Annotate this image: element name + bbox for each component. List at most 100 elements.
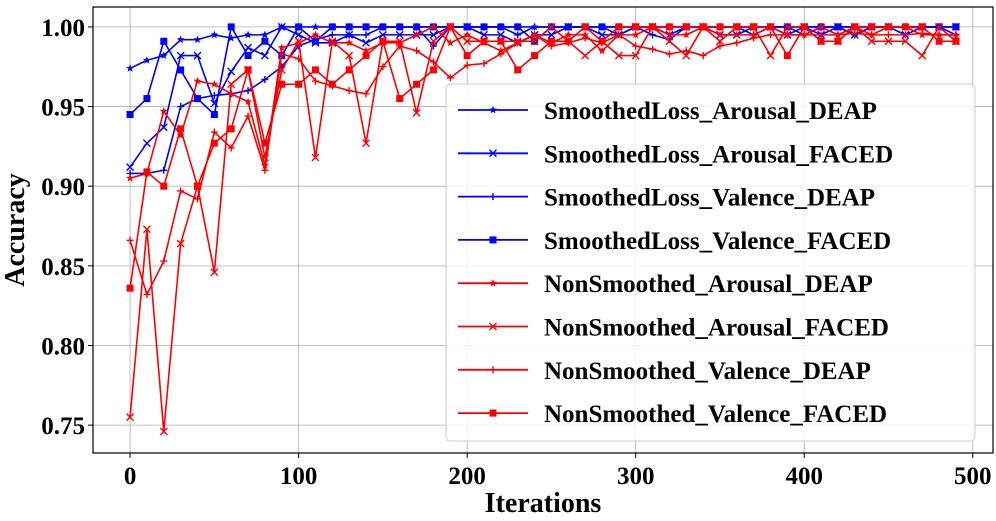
data-point <box>277 22 286 31</box>
data-point <box>733 39 741 47</box>
data-point <box>614 51 623 60</box>
data-point <box>413 80 421 88</box>
data-point <box>598 23 606 31</box>
legend-entry: NonSmoothed_Valence_DEAP <box>458 358 871 385</box>
data-point <box>176 239 185 248</box>
data-point <box>126 174 135 182</box>
data-point <box>547 30 556 39</box>
data-point <box>531 23 539 31</box>
data-point <box>328 37 337 46</box>
data-point <box>463 61 471 69</box>
data-point <box>176 131 185 139</box>
legend-entry: SmoothedLoss_Arousal_DEAP <box>458 98 877 125</box>
data-point <box>311 77 319 85</box>
data-point <box>446 23 454 31</box>
data-point <box>177 187 185 195</box>
data-point <box>362 90 370 98</box>
data-point <box>210 91 218 99</box>
data-point <box>800 23 808 31</box>
data-point <box>514 31 522 39</box>
data-point <box>429 37 438 46</box>
data-point <box>277 43 286 52</box>
y-axis-label: Accuracy <box>0 173 31 287</box>
data-point <box>682 51 691 60</box>
legend-entry: NonSmoothed_Arousal_FACED <box>458 315 889 342</box>
data-point <box>749 30 758 39</box>
data-point <box>581 30 590 39</box>
y-tick-label: 0.75 <box>41 413 85 440</box>
data-point <box>480 30 489 39</box>
data-point <box>126 64 135 72</box>
legend: SmoothedLoss_Arousal_DEAP SmoothedLoss_Ar… <box>445 83 976 442</box>
legend-marker <box>489 105 497 114</box>
data-point <box>413 23 421 31</box>
data-point <box>564 23 572 31</box>
y-tick-label: 0.80 <box>41 333 85 360</box>
data-point <box>952 31 960 39</box>
legend-marker <box>489 193 497 201</box>
data-point <box>227 125 235 133</box>
data-point <box>935 22 944 31</box>
data-point <box>159 107 168 115</box>
data-point <box>514 66 522 74</box>
data-point <box>278 50 286 58</box>
series-NonSmoothed_Valence_FACED <box>126 23 960 292</box>
data-point <box>278 80 286 88</box>
data-point <box>497 23 505 31</box>
data-point <box>210 111 218 119</box>
legend-entry: SmoothedLoss_Arousal_FACED <box>458 141 893 168</box>
data-point <box>514 23 522 31</box>
data-point <box>328 80 336 88</box>
data-point <box>395 37 404 46</box>
data-point <box>159 51 168 59</box>
data-point <box>227 67 236 76</box>
data-point <box>160 37 168 45</box>
data-point <box>176 51 185 60</box>
data-point <box>362 38 371 47</box>
data-point <box>901 31 909 39</box>
data-point <box>396 95 404 103</box>
data-point <box>143 168 151 176</box>
data-point <box>766 51 775 60</box>
data-point <box>294 30 303 39</box>
data-point <box>227 89 236 98</box>
data-point <box>210 268 219 277</box>
data-point <box>362 31 370 39</box>
legend-label: NonSmoothed_Arousal_FACED <box>544 315 889 342</box>
data-point <box>345 51 354 60</box>
data-point <box>396 23 404 31</box>
data-point <box>834 23 842 31</box>
legend-label: SmoothedLoss_Valence_DEAP <box>544 185 875 212</box>
data-point <box>244 43 253 52</box>
data-point <box>328 23 336 31</box>
legend-marker <box>489 366 497 374</box>
data-point <box>665 30 674 39</box>
data-point <box>244 66 252 74</box>
data-point <box>260 51 269 60</box>
data-point <box>867 37 876 46</box>
data-point <box>244 112 252 120</box>
data-point <box>682 30 691 39</box>
data-point <box>378 30 387 39</box>
data-point <box>142 56 151 64</box>
data-point <box>649 31 657 39</box>
data-point <box>261 75 269 83</box>
data-point <box>261 37 269 45</box>
data-point <box>750 23 758 31</box>
data-point <box>597 46 606 55</box>
data-point <box>901 23 909 31</box>
data-point <box>480 23 488 31</box>
data-point <box>715 37 724 46</box>
data-point <box>817 22 826 31</box>
data-point <box>783 52 791 60</box>
legend-label: NonSmoothed_Arousal_DEAP <box>544 271 873 298</box>
data-point <box>395 30 404 39</box>
data-point <box>497 37 505 45</box>
x-tick-label: 400 <box>785 463 823 490</box>
data-point <box>126 284 134 292</box>
data-point <box>783 22 792 31</box>
data-point <box>429 30 438 39</box>
data-point <box>497 50 505 58</box>
data-point <box>311 22 320 31</box>
data-point <box>345 87 353 95</box>
